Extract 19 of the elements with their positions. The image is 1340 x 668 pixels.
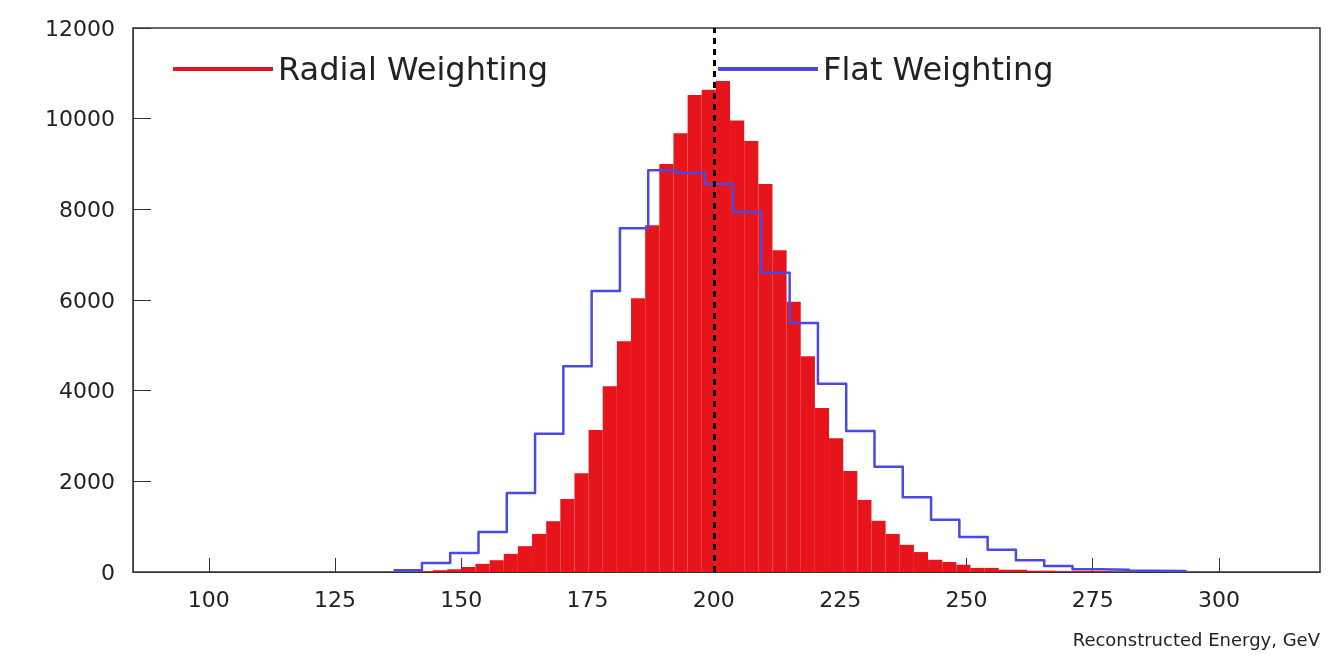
x-tick-label: 175 xyxy=(566,586,609,612)
x-axis-title: Reconstructed Energy, GeV xyxy=(1072,628,1321,650)
x-tick-label: 250 xyxy=(945,586,988,612)
x-tick-label: 300 xyxy=(1197,586,1240,612)
y-tick-label: 6000 xyxy=(59,287,115,313)
x-tick-label: 125 xyxy=(314,586,357,612)
x-tick-label: 100 xyxy=(187,586,230,612)
x-tick-label: 225 xyxy=(819,586,862,612)
x-tick-label: 275 xyxy=(1071,586,1114,612)
legend-label: Flat Weighting xyxy=(822,50,1054,88)
y-tick-label: 8000 xyxy=(59,196,115,222)
x-tick-label: 150 xyxy=(440,586,483,612)
y-tick-label: 12000 xyxy=(45,15,115,41)
legend-label: Radial Weighting xyxy=(278,50,548,88)
x-tick-label: 200 xyxy=(692,586,735,612)
y-tick-label: 4000 xyxy=(59,378,115,404)
y-tick-label: 2000 xyxy=(59,468,115,494)
y-tick-label: 10000 xyxy=(45,106,115,132)
y-tick-label: 0 xyxy=(101,559,115,585)
